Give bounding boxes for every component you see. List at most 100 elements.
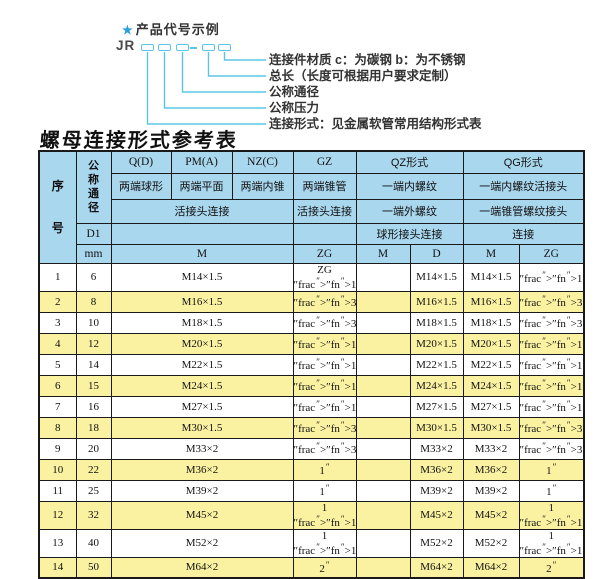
label-nominal-diameter: 公称通径	[269, 85, 320, 99]
header-union-connection: 活接头连接	[110, 198, 294, 224]
header-qz-d: D	[409, 243, 464, 264]
cell-seq: 9	[38, 437, 77, 460]
cell-qg-zg: ″frac″>″fn″>1″fd″>2″	[518, 395, 585, 418]
cell-qz-m	[355, 290, 411, 313]
cell-qg-zg: ″frac″>″fn″>3″fd″>4″	[518, 416, 585, 439]
cell-qz-m	[355, 479, 411, 502]
cell-mm: 10	[75, 311, 112, 334]
cell-qz-m	[355, 395, 411, 418]
cell-gz: ZG ″frac″>″fn″>1″fd″>4″	[292, 262, 357, 292]
cell-qz-d: M22×1.5	[409, 353, 464, 376]
cell-seq: 6	[38, 374, 77, 397]
cell-qz-m	[355, 311, 411, 334]
cell-qg-zg: 2″	[518, 556, 585, 579]
cell-qz-d: M20×1.5	[409, 332, 464, 355]
header-qg-zg: ZG	[518, 243, 585, 264]
product-code-diagram: ★ 产品代号示例 JR 连接件材质 c：为碳钢 b：为不锈钢 总长（长度可根据用户…	[0, 0, 600, 150]
cell-seq: 2	[38, 290, 77, 313]
cell-qz-d: M14×1.5	[409, 262, 464, 292]
cell-qz-d: M52×2	[409, 528, 464, 558]
cell-qg-zg: 1 ″frac″>″fn″>1″fd″>4″	[518, 500, 585, 530]
header-mm: mm	[75, 243, 112, 264]
cell-mm: 32	[75, 500, 112, 530]
header-qz-ball-joint: 球形接头连接	[355, 222, 464, 245]
header-q-sub: 两端球形	[110, 172, 172, 200]
cell-qz-d: M27×1.5	[409, 395, 464, 418]
cell-mm: 20	[75, 437, 112, 460]
label-nominal-pressure: 公称压力	[269, 101, 320, 115]
cell-qg-zg: ″frac″>″fn″>1″fd″>2″	[518, 374, 585, 397]
cell-qz-d: M36×2	[409, 458, 464, 481]
cell-qg-m: M52×2	[462, 528, 520, 558]
cell-gz: 1″	[292, 479, 357, 502]
cell-qg-m: M27×1.5	[462, 395, 520, 418]
cell-mm: 18	[75, 416, 112, 439]
table-row: 11 25 M39×2 1″ M39×2 M39×2 1″	[38, 479, 585, 502]
cell-qg-m: M39×2	[462, 479, 520, 502]
table-row: 716M27×1.5″frac″>″fn″>1″fd″>2″M27×1.5M27…	[38, 395, 585, 418]
header-m: M	[110, 243, 294, 264]
table-row: 10 22 M36×2 1″ M36×2 M36×2 1″	[38, 458, 585, 481]
cell-m: M36×2	[110, 458, 294, 481]
cell-mm: 12	[75, 332, 112, 355]
header-qz-external-thread: 一端外螺纹	[355, 198, 464, 224]
cell-qg-m: M22×1.5	[462, 353, 520, 376]
cell-qz-m	[355, 262, 411, 292]
header-col-nz: NZ(C)	[231, 150, 294, 174]
cell-qz-m	[355, 416, 411, 439]
table-title: 螺母连接形式参考表	[39, 128, 239, 152]
header-zg: ZG	[292, 243, 357, 264]
cell-mm: 15	[75, 374, 112, 397]
header-qg-connection: 连接	[462, 222, 585, 245]
cell-seq: 14	[38, 556, 77, 579]
table-row: 818M30×1.5″frac″>″fn″>3″fd″>4″M30×1.5M30…	[38, 416, 585, 439]
cell-qz-m	[355, 500, 411, 530]
cell-seq: 8	[38, 416, 77, 439]
cell-seq: 1	[38, 262, 77, 292]
cell-gz: ″frac″>″fn″>1″fd″>2″	[292, 332, 357, 355]
header-gz-union: 活接头连接	[292, 198, 357, 224]
code-box-4	[202, 44, 215, 51]
cell-qz-d: M64×2	[409, 556, 464, 579]
cell-mm: 8	[75, 290, 112, 313]
cell-m: M24×1.5	[110, 374, 294, 397]
header-nz-sub: 两端内锥	[231, 172, 294, 200]
header-col-q: Q(D)	[110, 150, 172, 174]
header-nominal-diameter: 公称通径	[75, 150, 112, 224]
header-qg-taper-thread: 一端锥管螺纹接头	[462, 198, 585, 224]
cell-qg-zg: ″frac″>″fn″>3″fd″>8″	[518, 290, 585, 313]
cell-qg-m: M33×2	[462, 437, 520, 460]
label-connection-form: 连接形式：见金属软管常用结构形式表	[269, 117, 482, 131]
cell-mm: 6	[75, 262, 112, 292]
cell-gz: ″frac″>″fn″>3″fd″>8″	[292, 290, 357, 313]
cell-qz-d: M45×2	[409, 500, 464, 530]
cell-qz-m	[355, 332, 411, 355]
cell-qg-zg: ″frac″>″fn″>3″fd″>4″	[518, 437, 585, 460]
cell-qz-m	[355, 458, 411, 481]
code-box-2	[158, 44, 171, 51]
star-icon: ★	[122, 23, 134, 37]
cell-qg-zg: 1 ″frac″>″fn″>1″fd″>2″	[518, 528, 585, 558]
header-col-qg: QG形式	[462, 150, 585, 174]
cell-gz: 1″	[292, 458, 357, 481]
cell-mm: 22	[75, 458, 112, 481]
cell-gz: ″frac″>″fn″>1″fd″>2″	[292, 395, 357, 418]
cell-gz: ″frac″>″fn″>3″fd″>4″	[292, 416, 357, 439]
table-row: 412M20×1.5″frac″>″fn″>1″fd″>2″M20×1.5M20…	[38, 332, 585, 355]
header-col-qz: QZ形式	[355, 150, 464, 174]
cell-qg-zg: ″frac″>″fn″>1″fd″>2″	[518, 332, 585, 355]
header-qz-sub: 一端内螺纹	[355, 172, 464, 200]
cell-m: M30×1.5	[110, 416, 294, 439]
cell-gz: 1 ″frac″>″fn″>1″fd″>4″	[292, 500, 357, 530]
code-box-3	[176, 44, 189, 51]
header-col-gz: GZ	[292, 150, 357, 174]
diagram-labels: 连接件材质 c：为碳钢 b：为不锈钢 总长（长度可根据用户要求定制） 公称通径 …	[269, 52, 482, 132]
label-total-length: 总长（长度可根据用户要求定制）	[269, 69, 457, 83]
cell-qz-d: M18×1.5	[409, 311, 464, 334]
table-row: 615M24×1.5″frac″>″fn″>1″fd″>2″M24×1.5M24…	[38, 374, 585, 397]
cell-qg-zg: 1″	[518, 479, 585, 502]
table-row: 28M16×1.5″frac″>″fn″>3″fd″>8″M16×1.5M16×…	[38, 290, 585, 313]
